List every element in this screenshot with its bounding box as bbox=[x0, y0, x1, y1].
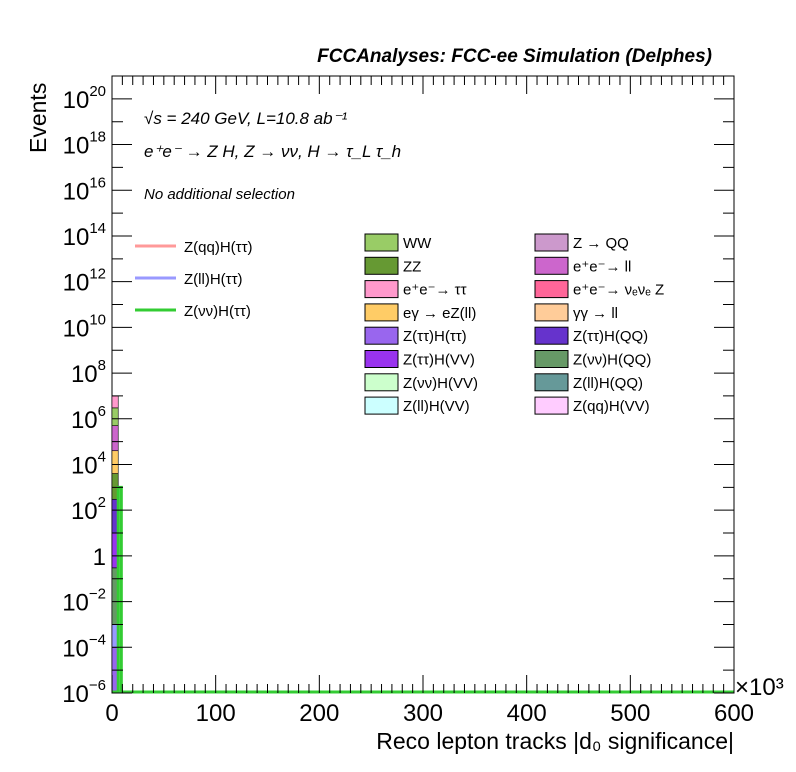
legend-box-col1-swatch-2 bbox=[364, 256, 399, 275]
signal-line-3 bbox=[112, 485, 734, 694]
x-tick-labels: 0 100 200 300 400 500 600 bbox=[105, 700, 754, 727]
legend-box-col2-swatch-5 bbox=[534, 326, 569, 345]
stacked-histogram bbox=[111, 395, 119, 694]
legend-box-col1-label-5: Z(ττ)H(ττ) bbox=[403, 328, 467, 345]
y-tick-label-5: 102 bbox=[71, 494, 106, 525]
y-tick-label-11: 1014 bbox=[63, 220, 106, 251]
legend-box-col2-swatch-1 bbox=[534, 233, 569, 252]
legend-box-col2-label-8: Z(qq)H(VV) bbox=[573, 398, 650, 415]
legend-box-col1-swatch-1 bbox=[364, 233, 399, 252]
bar-segment-9 bbox=[111, 407, 119, 426]
y-tick-label-7: 106 bbox=[71, 403, 106, 434]
x-tick-label-2: 100 bbox=[196, 700, 236, 727]
legend-box-col2-label-6: Z(νν)H(QQ) bbox=[573, 352, 651, 369]
y-tick-label-14: 1020 bbox=[63, 83, 106, 114]
y-tick-label-1: 10−6 bbox=[62, 677, 106, 708]
legend-box-col1-label-1: WW bbox=[403, 235, 432, 252]
x-tick-label-6: 500 bbox=[610, 700, 650, 727]
legend-box-col2-label-5: Z(ττ)H(QQ) bbox=[573, 328, 648, 345]
bar-segment-7 bbox=[111, 450, 119, 474]
legend-box-col2-swatch-7 bbox=[534, 373, 569, 392]
y-tick-label-13: 1018 bbox=[63, 129, 106, 160]
y-axis-label: Events bbox=[25, 83, 51, 153]
signal-lines bbox=[112, 485, 734, 694]
legend-box-col2-label-2: e⁺e⁻→ ll bbox=[573, 258, 631, 275]
legend-box-col1-swatch-3 bbox=[364, 280, 399, 299]
bar-segment-8 bbox=[111, 425, 119, 452]
axis-ticks bbox=[111, 76, 735, 694]
y-tick-label-6: 104 bbox=[71, 448, 106, 479]
legend-box-col2-swatch-4 bbox=[534, 303, 569, 322]
chart-title: FCCAnalyses: FCC-ee Simulation (Delphes) bbox=[317, 46, 712, 67]
legend-box-col1-label-2: ZZ bbox=[403, 258, 421, 275]
y-tick-label-4: 1 bbox=[93, 544, 106, 571]
legend-line-label-1: Z(qq)H(ττ) bbox=[184, 239, 253, 256]
legend-box-col2-swatch-6 bbox=[534, 350, 569, 368]
energy-lumi-annotation: √s = 240 GeV, L=10.8 ab⁻¹ bbox=[144, 109, 348, 128]
process-annotation: e⁺e⁻ → Z H, Z → νν, H → τ_L τ_h bbox=[144, 142, 401, 161]
legend: Z(qq)H(ττ) Z(ll)H(ττ) Z(νν)H(ττ) WW ZZ e⁺e⁻→ … bbox=[135, 233, 664, 415]
x-tick-label-1: 0 bbox=[105, 700, 118, 727]
tick-marks bbox=[111, 76, 735, 694]
legend-box-col1-swatch-4 bbox=[364, 303, 399, 322]
legend-line-label-2: Z(ll)H(ττ) bbox=[184, 271, 243, 288]
x-axis-label: Reco lepton tracks |d₀ significance| bbox=[376, 728, 734, 754]
x-tick-label-3: 200 bbox=[299, 700, 339, 727]
y-tick-label-3: 10−2 bbox=[62, 586, 106, 617]
legend-box-col2-label-4: γγ → ll bbox=[573, 305, 618, 322]
legend-box-col1-label-4: eγ → eZ(ll) bbox=[403, 305, 476, 322]
legend-box-col1-swatch-8 bbox=[364, 396, 399, 415]
legend-box-col2-label-7: Z(ll)H(QQ) bbox=[573, 375, 643, 392]
legend-box-col1-swatch-7 bbox=[364, 373, 399, 392]
x-tick-label-4: 300 bbox=[403, 700, 443, 727]
x-multiplier: ×10³ bbox=[735, 674, 784, 701]
y-tick-labels: 10−6 10−4 10−2 1 102 104 106 108 1010 1012 1014 101… bbox=[62, 83, 106, 708]
legend-box-col2-swatch-8 bbox=[534, 396, 569, 415]
y-tick-label-2: 10−4 bbox=[62, 631, 106, 662]
legend-box-col1-label-8: Z(ll)H(VV) bbox=[403, 398, 470, 415]
selection-annotation: No additional selection bbox=[144, 186, 295, 203]
legend-box-col2-swatch-3 bbox=[534, 280, 569, 299]
y-tick-label-8: 108 bbox=[71, 357, 106, 388]
y-tick-label-9: 1010 bbox=[63, 311, 106, 342]
legend-box-col1-label-6: Z(ττ)H(VV) bbox=[403, 352, 475, 369]
x-tick-label-5: 400 bbox=[507, 700, 547, 727]
y-tick-label-10: 1012 bbox=[63, 266, 106, 297]
legend-box-col1-swatch-5 bbox=[364, 326, 399, 345]
legend-box-col1-swatch-6 bbox=[364, 350, 399, 368]
bar-segment-10 bbox=[111, 395, 119, 409]
legend-line-label-3: Z(νν)H(ττ) bbox=[184, 303, 251, 320]
x-tick-label-7: 600 bbox=[714, 700, 754, 727]
legend-box-col2-label-3: e⁺e⁻→ νₑνₑ Z bbox=[573, 282, 664, 299]
legend-box-col1-label-7: Z(νν)H(VV) bbox=[403, 375, 478, 392]
legend-box-col2-label-1: Z → QQ bbox=[573, 235, 629, 252]
legend-box-col2-swatch-2 bbox=[534, 256, 569, 275]
y-tick-label-12: 1016 bbox=[63, 174, 106, 205]
legend-box-col1-label-3: e⁺e⁻→ ττ bbox=[403, 282, 467, 299]
